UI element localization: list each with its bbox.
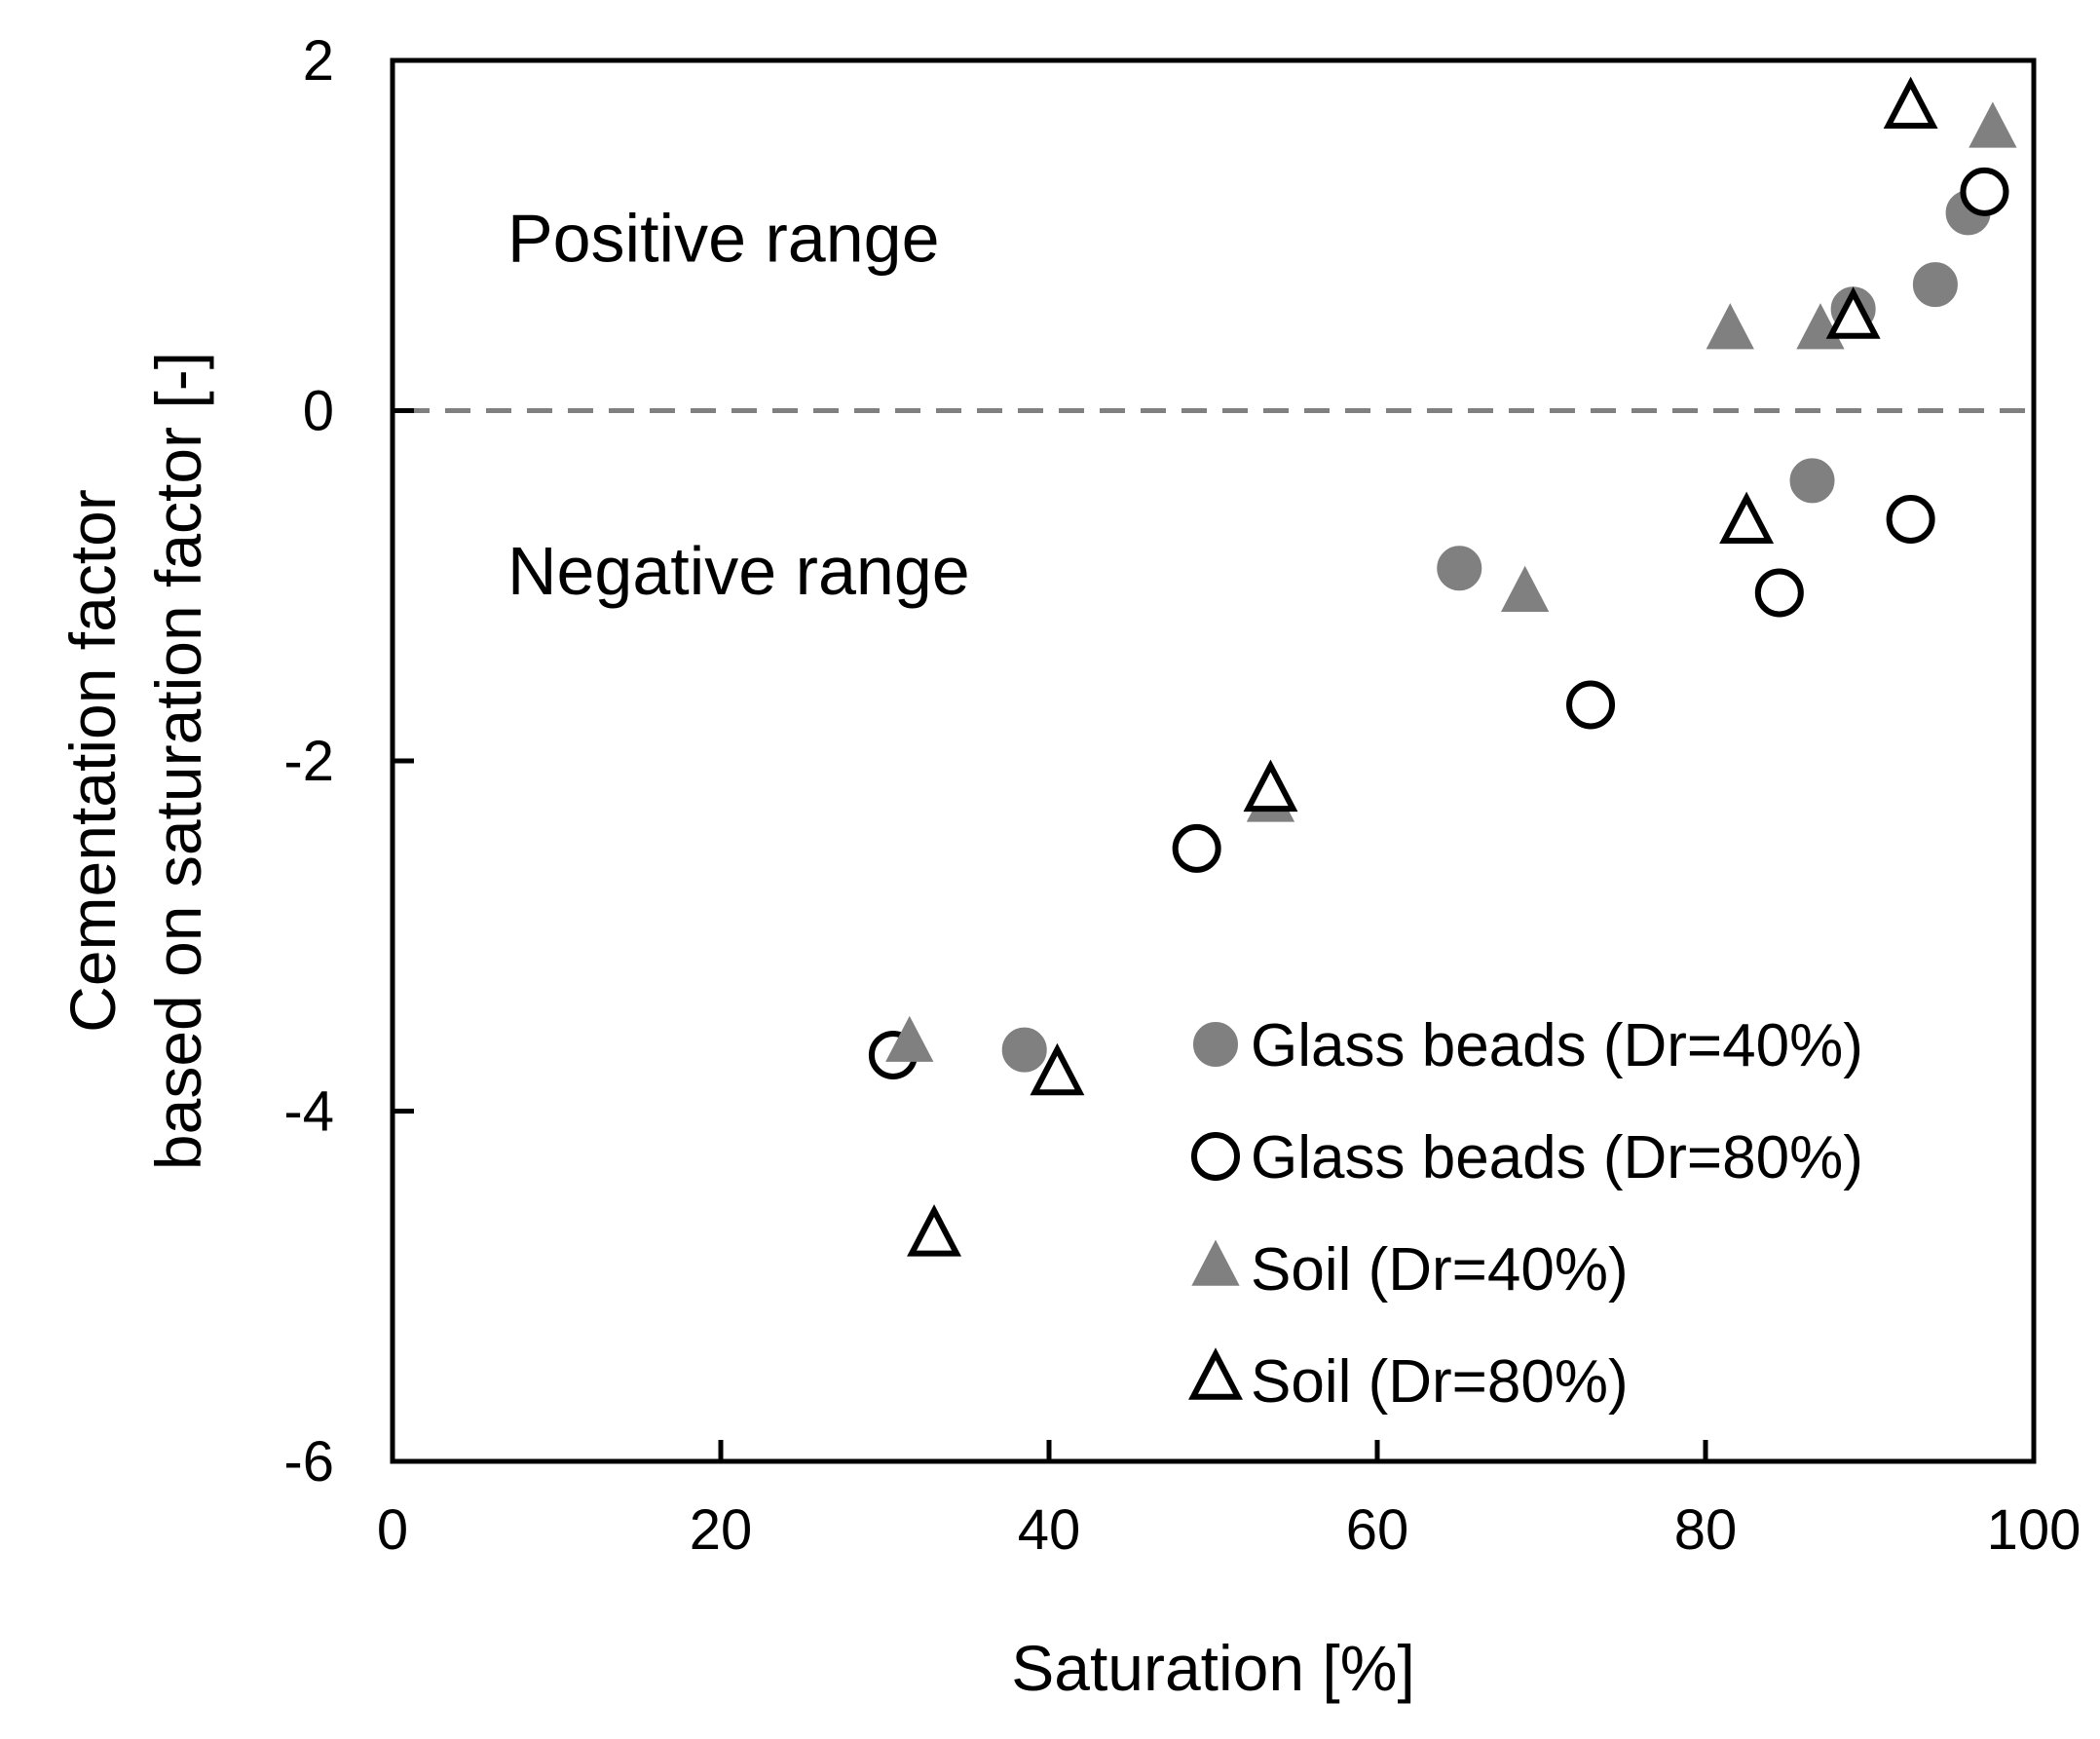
data-points-layer	[868, 76, 2017, 1257]
data-point	[1001, 1027, 1047, 1073]
annotation-layer: Positive range Negative range	[507, 201, 970, 610]
data-point	[1706, 303, 1754, 350]
data-point	[1883, 76, 1938, 130]
legend-triangle-marker	[1191, 1239, 1240, 1286]
x-tick-label: 40	[1018, 1498, 1081, 1562]
data-point	[1172, 823, 1221, 873]
y-tick-label: -2	[283, 730, 334, 793]
legend-entry: Soil (Dr=40%)	[1191, 1236, 1629, 1304]
data-point	[1754, 568, 1804, 618]
legend-entry: Glass beads (Dr=40%)	[1193, 1012, 1863, 1079]
data-point	[885, 1015, 934, 1062]
data-point	[1960, 167, 2009, 216]
ticks-layer: 0 20 40 60 80 100 -6 -4 -2 0 2	[283, 29, 2081, 1562]
legend-circle-marker	[1193, 1022, 1238, 1067]
x-tick-label: 80	[1674, 1498, 1738, 1562]
x-tick-label: 100	[1987, 1498, 2081, 1562]
legend-label: Glass beads (Dr=40%)	[1251, 1012, 1863, 1079]
y-tick-label: -4	[283, 1080, 334, 1144]
legend-label: Soil (Dr=80%)	[1251, 1348, 1629, 1416]
positive-range-label: Positive range	[507, 201, 940, 277]
x-tick-label: 20	[690, 1498, 753, 1562]
axes-layer: Saturation [%] Cementation factor based on…	[56, 57, 2037, 1704]
data-point	[1789, 458, 1835, 504]
data-point	[1243, 759, 1298, 813]
legend-label: Glass beads (Dr=80%)	[1251, 1124, 1863, 1191]
legend-label: Soil (Dr=40%)	[1251, 1236, 1629, 1304]
data-point	[907, 1204, 962, 1257]
legend: Glass beads (Dr=40%) Glass beads (Dr=80%)…	[1188, 1012, 1863, 1416]
y-axis-title-line-1: Cementation factor	[56, 489, 129, 1033]
x-tick-label: 0	[377, 1498, 408, 1562]
data-point	[1566, 680, 1616, 730]
legend-triangle-marker	[1188, 1347, 1243, 1400]
x-tick-label: 60	[1346, 1498, 1409, 1562]
data-point	[1030, 1042, 1085, 1096]
x-axis-title: Saturation [%]	[1011, 1632, 1415, 1704]
data-point	[1912, 262, 1958, 308]
data-point	[1719, 491, 1775, 545]
y-tick-label: 0	[303, 380, 334, 443]
y-tick-label: 2	[303, 29, 334, 93]
y-axis-title-line-2: based on saturation factor [-]	[142, 352, 214, 1170]
data-point	[1437, 546, 1482, 591]
data-point	[1500, 565, 1550, 612]
data-point	[1886, 494, 1935, 544]
legend-circle-marker	[1191, 1132, 1240, 1181]
series-3	[885, 101, 2017, 1062]
data-point	[1969, 101, 2017, 148]
legend-entry: Glass beads (Dr=80%)	[1191, 1124, 1863, 1191]
legend-entry: Soil (Dr=80%)	[1188, 1347, 1629, 1416]
y-tick-label: -6	[283, 1430, 334, 1493]
data-point	[1825, 286, 1881, 339]
negative-range-label: Negative range	[507, 533, 970, 609]
series-4	[907, 76, 1938, 1257]
